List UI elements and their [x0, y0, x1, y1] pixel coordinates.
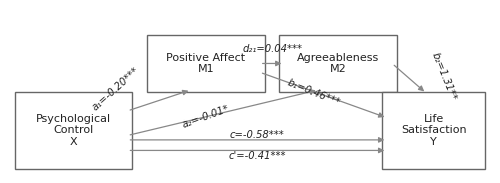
Text: b₂=1.31**: b₂=1.31**	[430, 51, 458, 102]
Text: Positive Affect
M1: Positive Affect M1	[166, 53, 246, 74]
FancyBboxPatch shape	[15, 92, 132, 169]
Text: c'=-0.41***: c'=-0.41***	[228, 151, 286, 161]
Text: Psychological
Control
X: Psychological Control X	[36, 114, 111, 147]
FancyBboxPatch shape	[382, 92, 485, 169]
Text: d₂₁=0.04***: d₂₁=0.04***	[242, 44, 302, 54]
Text: Life
Satisfaction
Y: Life Satisfaction Y	[401, 114, 466, 147]
Text: a₂=-0.01*: a₂=-0.01*	[181, 104, 231, 130]
FancyBboxPatch shape	[147, 35, 264, 92]
Text: Agreeableness
M2: Agreeableness M2	[297, 53, 380, 74]
Text: c=-0.58***: c=-0.58***	[230, 130, 284, 141]
Text: a₁=-0.20***: a₁=-0.20***	[90, 65, 140, 113]
Text: b₁=0.46***: b₁=0.46***	[286, 77, 342, 108]
FancyBboxPatch shape	[280, 35, 397, 92]
